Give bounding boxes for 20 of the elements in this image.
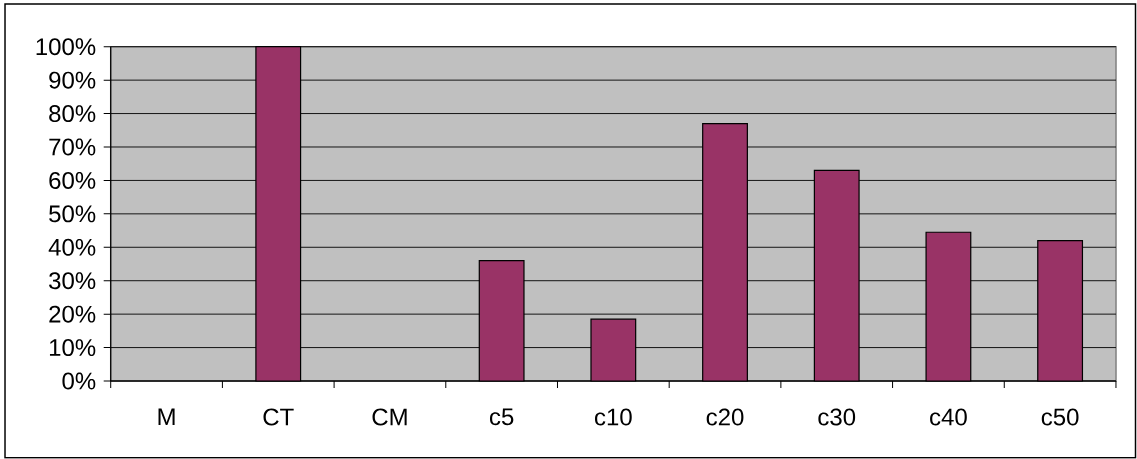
- x-tick-label: c40: [930, 408, 967, 426]
- y-tick-label: 20%: [49, 305, 96, 323]
- x-tick-label: c10: [595, 408, 632, 426]
- y-tick-label: 100%: [36, 38, 96, 56]
- y-tick-label: 70%: [49, 138, 96, 156]
- y-tick-label: 90%: [49, 71, 96, 89]
- y-tick-label: 10%: [49, 339, 96, 357]
- x-tick-label: c20: [706, 408, 744, 426]
- y-tick-label: 30%: [49, 272, 96, 290]
- y-tick-label: 50%: [49, 205, 96, 223]
- x-tick-label: CT: [263, 408, 294, 426]
- x-tick-label: M: [158, 408, 175, 426]
- y-tick-label: 40%: [48, 238, 96, 256]
- y-tick-label: 80%: [49, 105, 96, 123]
- y-tick-label: 0%: [62, 372, 96, 390]
- x-tick-label: c5: [489, 408, 514, 426]
- x-tick-label: c50: [1041, 408, 1079, 426]
- x-tick-label: c30: [818, 408, 856, 426]
- y-tick-label: 60%: [49, 171, 96, 189]
- x-tick-label: CM: [372, 408, 407, 426]
